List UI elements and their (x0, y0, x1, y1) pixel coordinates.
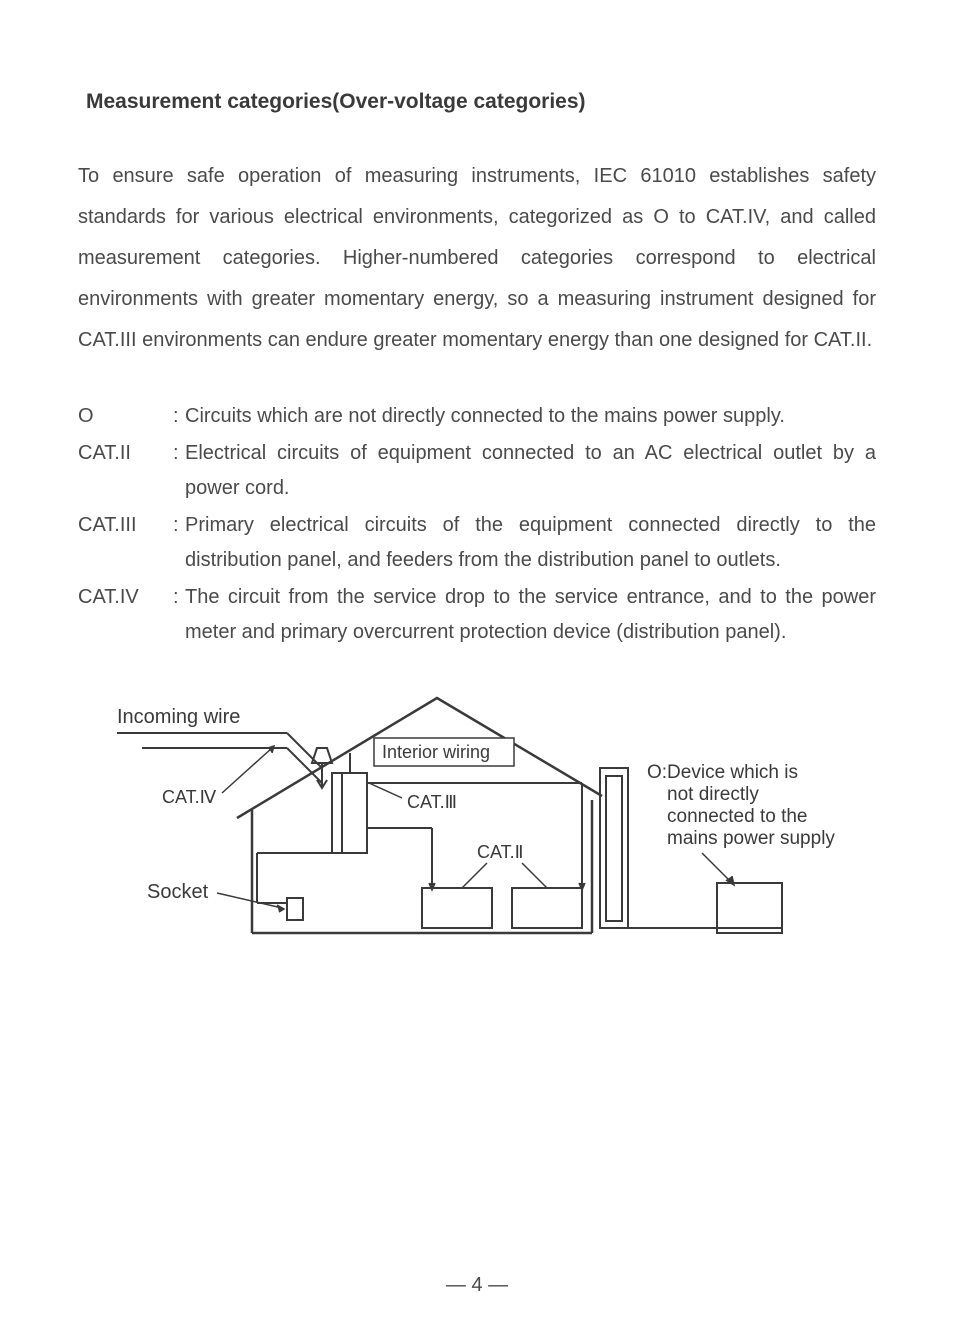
cat-ii-pointer-left (462, 863, 487, 888)
o-device-box (717, 883, 782, 933)
def-colon: : (173, 399, 185, 434)
def-label: CAT.II (78, 436, 173, 506)
socket-arrowhead (277, 905, 284, 912)
definition-item: CAT.III : Primary electrical circuits of… (78, 508, 876, 578)
incoming-wire-label: Incoming wire (117, 706, 240, 728)
page-num: 4 (471, 1274, 482, 1296)
o-device-pointer (702, 853, 732, 883)
def-colon: : (173, 508, 185, 578)
page-dash-left: — (446, 1274, 472, 1296)
o-device-label-4: mains power supply (667, 828, 835, 849)
def-text: Electrical circuits of equipment connect… (185, 436, 876, 506)
measurement-categories-diagram: Incoming wire CAT.Ⅳ (92, 688, 862, 968)
page-title: Measurement categories(Over-voltage cate… (86, 90, 876, 114)
definitions-list: O : Circuits which are not directly conn… (78, 399, 876, 650)
page-number: — 4 — (0, 1274, 954, 1297)
cat-iv-label: CAT.Ⅳ (162, 787, 217, 807)
def-label: CAT.III (78, 508, 173, 578)
o-device-label-3: connected to the (667, 806, 808, 827)
cat-iv-arrowhead (268, 746, 274, 753)
device-box-2 (512, 888, 582, 928)
def-label: O (78, 399, 173, 434)
def-colon: : (173, 580, 185, 650)
cat-iv-pointer (222, 748, 272, 793)
interior-wiring-label: Interior wiring (382, 742, 490, 762)
def-label: CAT.IV (78, 580, 173, 650)
inner-right-box (606, 776, 622, 921)
page-dash-right: — (483, 1274, 509, 1296)
cat-ii-pointer-right (522, 863, 547, 888)
def-text: The circuit from the service drop to the… (185, 580, 876, 650)
definition-item: O : Circuits which are not directly conn… (78, 399, 876, 434)
intro-paragraph: To ensure safe operation of measuring in… (78, 156, 876, 361)
def-text: Circuits which are not directly connecte… (185, 399, 876, 434)
cat-iii-label: CAT.Ⅲ (407, 792, 457, 812)
distribution-panel (332, 773, 367, 853)
socket-box (287, 898, 303, 920)
def-text: Primary electrical circuits of the equip… (185, 508, 876, 578)
device-box-1 (422, 888, 492, 928)
socket-label: Socket (147, 881, 209, 903)
definition-item: CAT.II : Electrical circuits of equipmen… (78, 436, 876, 506)
o-device-label-1: O:Device which is (647, 762, 798, 783)
cat-ii-label: CAT.Ⅱ (477, 842, 524, 862)
cat-iii-pointer (369, 783, 402, 798)
socket-pointer (217, 893, 282, 908)
definition-item: CAT.IV : The circuit from the service dr… (78, 580, 876, 650)
outer-right-box (600, 768, 628, 928)
o-device-label-2: not directly (667, 784, 759, 805)
diagram-container: Incoming wire CAT.Ⅳ (78, 688, 876, 968)
def-colon: : (173, 436, 185, 506)
